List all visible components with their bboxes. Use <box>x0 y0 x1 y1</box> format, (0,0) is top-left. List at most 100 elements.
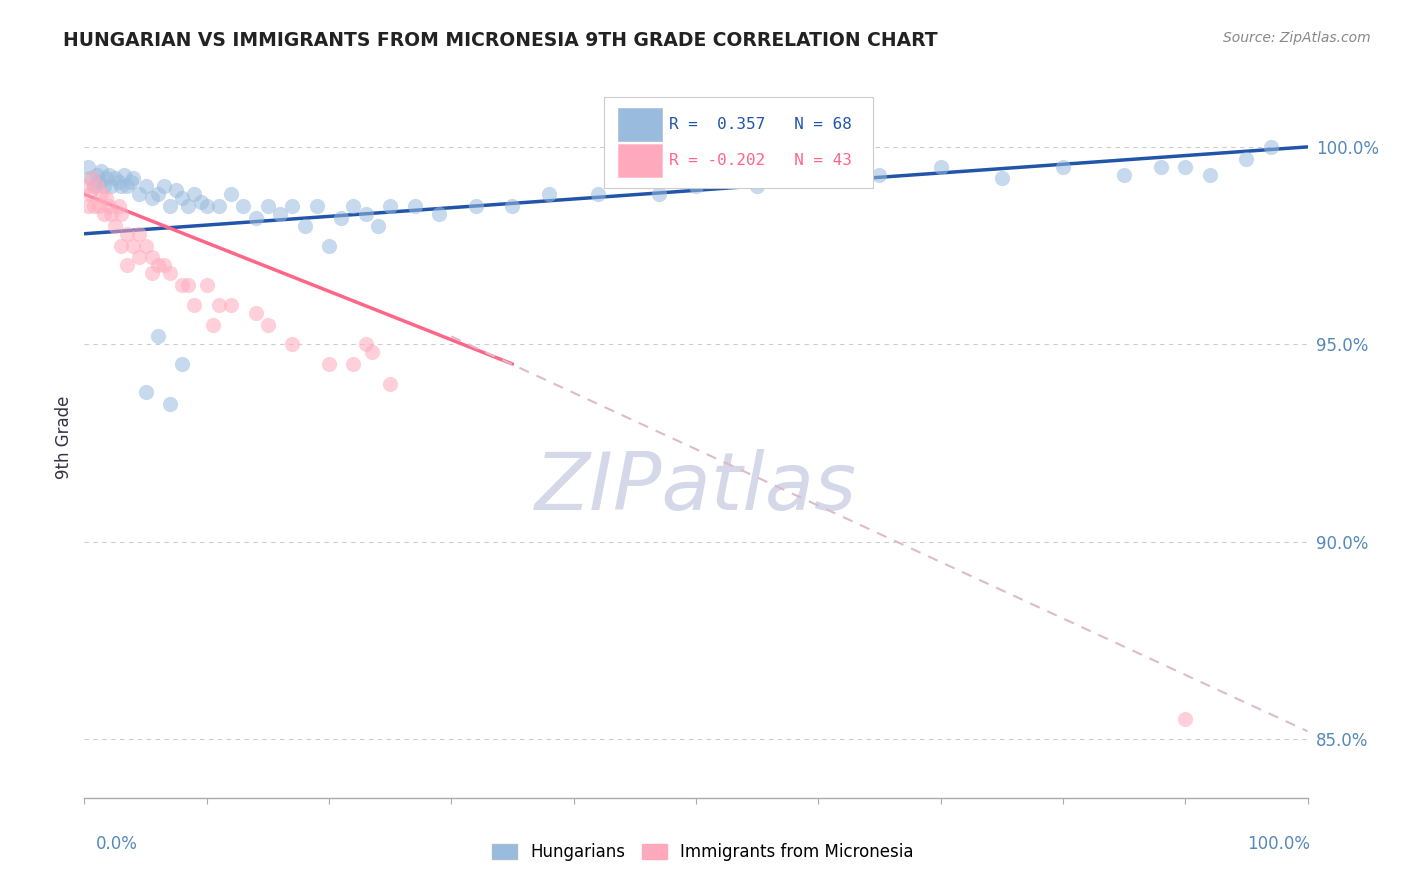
Point <box>93 179 115 194</box>
Point <box>79 187 101 202</box>
Point <box>172 357 194 371</box>
Point <box>172 191 194 205</box>
Point <box>83 179 105 194</box>
Point <box>427 207 450 221</box>
Point <box>195 278 218 293</box>
Point <box>177 278 200 293</box>
Point <box>538 187 561 202</box>
FancyBboxPatch shape <box>617 144 662 177</box>
Point <box>685 179 707 194</box>
Point <box>100 207 122 221</box>
Point <box>153 258 176 272</box>
Point <box>232 199 254 213</box>
Point <box>107 199 129 213</box>
Point <box>100 179 122 194</box>
Legend: Hungarians, Immigrants from Micronesia: Hungarians, Immigrants from Micronesia <box>485 837 921 868</box>
Point <box>104 171 127 186</box>
Point <box>245 306 267 320</box>
Text: R =  0.357   N = 68: R = 0.357 N = 68 <box>669 117 852 132</box>
Point <box>128 251 150 265</box>
Point <box>330 211 353 225</box>
Point <box>96 191 118 205</box>
Point <box>183 298 205 312</box>
Point <box>141 266 163 280</box>
Point <box>219 298 242 312</box>
Point <box>1260 140 1282 154</box>
Point <box>342 357 364 371</box>
Text: HUNGARIAN VS IMMIGRANTS FROM MICRONESIA 9TH GRADE CORRELATION CHART: HUNGARIAN VS IMMIGRANTS FROM MICRONESIA … <box>63 31 938 50</box>
Point <box>257 318 280 332</box>
Point <box>257 199 280 213</box>
Point <box>190 195 212 210</box>
Point <box>747 179 769 194</box>
Point <box>86 179 108 194</box>
Point <box>360 345 382 359</box>
Point <box>93 207 115 221</box>
Point <box>195 199 218 213</box>
Point <box>159 199 181 213</box>
Point <box>96 171 118 186</box>
Point <box>128 227 150 241</box>
Point <box>90 163 112 178</box>
Point <box>318 238 340 252</box>
Point <box>122 238 145 252</box>
Point <box>90 187 112 202</box>
Point <box>869 168 891 182</box>
Point <box>245 211 267 225</box>
Text: 0.0%: 0.0% <box>96 835 138 853</box>
Point <box>318 357 340 371</box>
Point <box>87 176 110 190</box>
Point <box>77 160 100 174</box>
Point <box>115 258 138 272</box>
Point <box>135 179 157 194</box>
Point <box>159 266 181 280</box>
Point <box>80 171 103 186</box>
Point <box>120 176 142 190</box>
Point <box>141 251 163 265</box>
Point <box>342 199 364 213</box>
FancyBboxPatch shape <box>617 108 662 141</box>
Point <box>128 187 150 202</box>
Point <box>201 318 224 332</box>
Point <box>367 219 389 233</box>
Point <box>104 219 127 233</box>
Point <box>77 199 100 213</box>
Point <box>146 329 169 343</box>
Point <box>1114 168 1136 182</box>
Point <box>135 384 157 399</box>
Point <box>648 187 671 202</box>
Point <box>75 179 97 194</box>
Point <box>305 199 328 213</box>
Point <box>115 227 138 241</box>
Point <box>502 199 524 213</box>
Point <box>929 160 952 174</box>
Point <box>122 171 145 186</box>
Point <box>110 207 132 221</box>
Point <box>141 191 163 205</box>
Point <box>172 278 194 293</box>
Point <box>165 183 187 197</box>
Point <box>464 199 486 213</box>
Point <box>146 258 169 272</box>
Point <box>87 199 110 213</box>
Point <box>183 187 205 202</box>
Point <box>281 337 304 351</box>
Text: Source: ZipAtlas.com: Source: ZipAtlas.com <box>1223 31 1371 45</box>
Point <box>1198 168 1220 182</box>
Point <box>404 199 426 213</box>
Point <box>177 199 200 213</box>
Point <box>208 199 231 213</box>
Point <box>807 171 830 186</box>
Point <box>110 179 132 194</box>
Point <box>1052 160 1074 174</box>
Point <box>380 376 402 391</box>
Point <box>1150 160 1173 174</box>
Point <box>354 207 377 221</box>
Point <box>86 168 108 182</box>
Point <box>159 396 181 410</box>
Point <box>110 238 132 252</box>
Point <box>208 298 231 312</box>
Point <box>219 187 242 202</box>
Point <box>269 207 291 221</box>
Point <box>97 199 120 213</box>
